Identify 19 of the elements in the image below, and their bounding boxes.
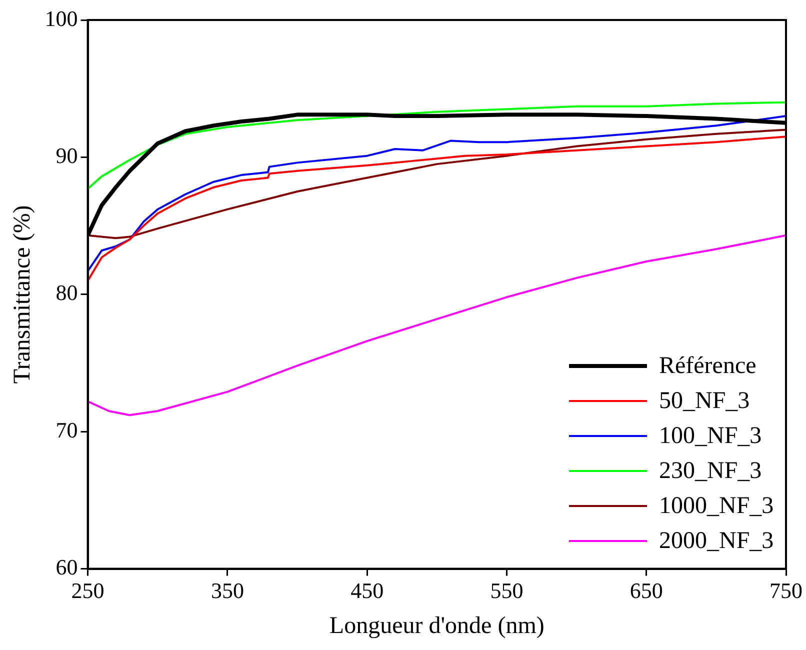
x-tick-label: 750: [770, 578, 802, 603]
x-tick-label: 450: [350, 578, 384, 603]
y-tick-label: 70: [56, 417, 78, 442]
y-axis-title: Transmittance (%): [10, 205, 36, 384]
legend-label: 100_NF_3: [659, 422, 762, 450]
x-tick-label: 550: [490, 578, 524, 603]
y-tick-label: 60: [56, 554, 78, 580]
legend-label: 1000_NF_3: [659, 492, 774, 520]
x-tick-label: 250: [71, 578, 104, 603]
x-tick-label: 350: [210, 578, 244, 603]
y-tick-label: 100: [44, 6, 78, 31]
legend-label: 50_NF_3: [659, 388, 750, 415]
legend-label: Référence: [659, 352, 756, 380]
y-tick-label: 80: [56, 280, 78, 306]
x-tick-label: 650: [630, 578, 663, 603]
legend-label: 2000_NF_3: [659, 528, 774, 555]
legend-label: 230_NF_3: [659, 458, 762, 485]
y-tick-label: 90: [56, 142, 78, 168]
x-axis-title: Longueur d'onde (nm): [329, 612, 544, 639]
